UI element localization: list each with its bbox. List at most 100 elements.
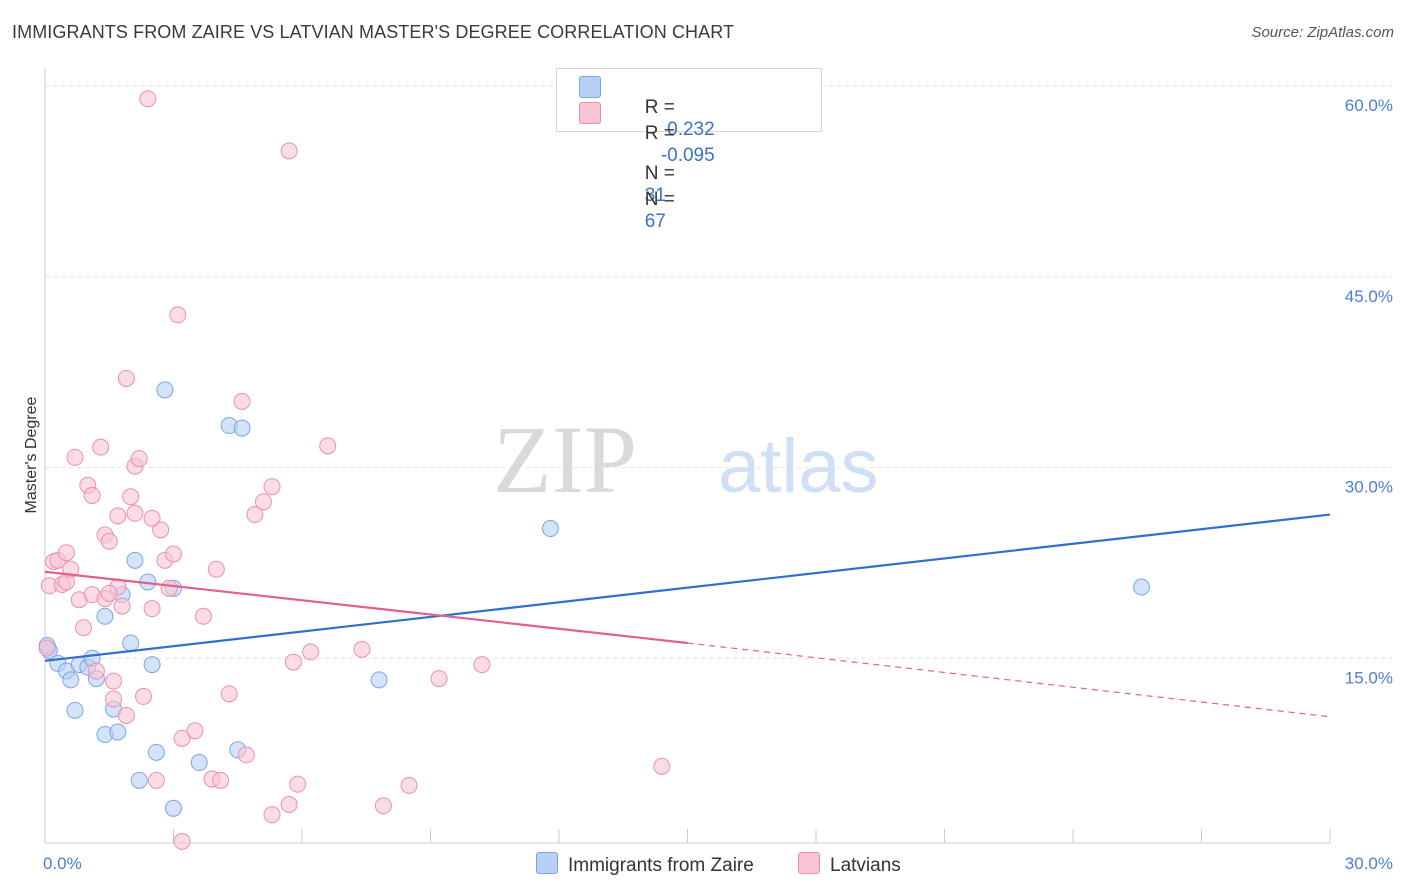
point-zaire	[109, 723, 127, 741]
point-latvians	[66, 448, 84, 466]
point-latvians	[653, 757, 671, 775]
point-latvians	[147, 771, 165, 789]
n-label: N =	[644, 189, 675, 210]
r-label: R =	[644, 97, 675, 118]
point-latvians	[57, 544, 75, 562]
point-zaire	[165, 799, 182, 817]
point-latvians	[319, 437, 337, 455]
legend-swatch-zaire	[536, 852, 558, 874]
point-latvians	[160, 579, 178, 597]
gridlines	[45, 85, 1392, 659]
watermark-zip: ZIP	[493, 406, 637, 513]
point-latvians	[169, 306, 187, 324]
point-latvians	[430, 670, 448, 688]
point-latvians	[100, 532, 118, 550]
legend-item-zaire[interactable]: Immigrants from Zaire	[536, 852, 754, 877]
y-axis-label: Master's Degree	[23, 396, 40, 513]
n-label: N =	[644, 163, 675, 184]
point-zaire	[143, 656, 161, 674]
stats-legend-row-latvians: R = -0.095 N = 67	[579, 101, 715, 232]
stats-legend-row-zaire: R = 0.232 N = 31	[579, 75, 715, 206]
r-label: R =	[644, 123, 675, 144]
point-latvians	[302, 643, 320, 661]
point-zaire	[126, 551, 144, 569]
point-latvians	[143, 509, 161, 527]
point-latvians	[353, 640, 371, 658]
stats-legend: R = 0.232 N = 31 R = -0.095 N = 67	[556, 68, 822, 232]
x-tick-label: 30.0%	[1345, 854, 1393, 873]
point-latvians	[173, 832, 191, 850]
trend-lines	[44, 513, 1331, 718]
point-latvians	[254, 493, 272, 511]
point-latvians	[87, 662, 105, 680]
point-zaire	[370, 671, 388, 689]
point-latvians	[280, 142, 298, 160]
point-zaire	[147, 743, 165, 761]
trend-line-latvians	[44, 570, 688, 645]
point-zaire	[190, 754, 208, 772]
point-zaire	[66, 701, 84, 719]
watermark: ZIP atlas	[493, 406, 879, 513]
y-tick-label: 15.0%	[1345, 668, 1393, 687]
point-latvians	[374, 797, 392, 815]
point-zaire	[122, 634, 140, 652]
point-zaire	[1133, 578, 1151, 596]
point-latvians	[109, 507, 127, 525]
point-latvians	[113, 597, 131, 615]
data-points	[38, 90, 1151, 850]
point-latvians	[105, 690, 123, 708]
point-latvians	[117, 369, 135, 387]
n-value: 31	[644, 185, 666, 206]
point-zaire	[541, 520, 559, 538]
x-tick-label: 0.0%	[43, 854, 82, 873]
point-latvians	[117, 706, 135, 724]
swatch-zaire	[579, 76, 601, 98]
point-latvians	[92, 438, 110, 456]
swatch-latvians	[579, 102, 601, 124]
point-latvians	[105, 672, 123, 690]
point-latvians	[212, 771, 230, 789]
point-latvians	[143, 600, 161, 618]
y-tick-label: 60.0%	[1345, 96, 1393, 115]
legend-label-zaire: Immigrants from Zaire	[568, 855, 754, 876]
point-zaire	[233, 419, 251, 437]
r-value: -0.095	[660, 145, 715, 166]
legend-item-latvians[interactable]: Latvians	[798, 852, 901, 877]
point-latvians	[207, 560, 225, 578]
watermark-atlas: atlas	[718, 424, 879, 509]
chart-title: IMMIGRANTS FROM ZAIRE VS LATVIAN MASTER'…	[12, 22, 735, 42]
point-latvians	[100, 584, 118, 602]
point-latvians	[126, 504, 144, 522]
point-latvians	[186, 722, 204, 740]
point-latvians	[263, 806, 281, 824]
y-tick-label: 30.0%	[1345, 478, 1393, 497]
point-latvians	[237, 746, 255, 764]
point-latvians	[139, 90, 157, 108]
n-value: 67	[644, 211, 666, 232]
point-latvians	[289, 775, 307, 793]
r-value: 0.232	[667, 119, 715, 140]
tick-labels: 15.0% 30.0% 45.0% 60.0% 0.0% 30.0%	[43, 96, 1393, 873]
point-latvians	[263, 478, 281, 496]
point-zaire	[96, 607, 114, 625]
point-latvians	[220, 685, 238, 703]
point-latvians	[165, 545, 182, 563]
trend-line-zaire	[44, 513, 1331, 662]
point-zaire	[130, 771, 148, 789]
point-zaire	[156, 381, 174, 399]
point-latvians	[473, 656, 491, 674]
source-label: Source: ZipAtlas.com	[1251, 24, 1394, 41]
y-tick-label: 45.0%	[1345, 287, 1393, 306]
point-latvians	[194, 607, 212, 625]
point-latvians	[233, 392, 251, 410]
point-zaire	[62, 671, 80, 689]
axes	[44, 68, 1331, 844]
trend-line-latvians-extension	[687, 642, 1331, 718]
legend-swatch-latvians	[798, 852, 820, 874]
point-latvians	[38, 639, 56, 657]
point-latvians	[280, 795, 298, 813]
point-latvians	[75, 619, 93, 637]
point-latvians	[246, 506, 264, 524]
point-latvians	[400, 776, 418, 794]
